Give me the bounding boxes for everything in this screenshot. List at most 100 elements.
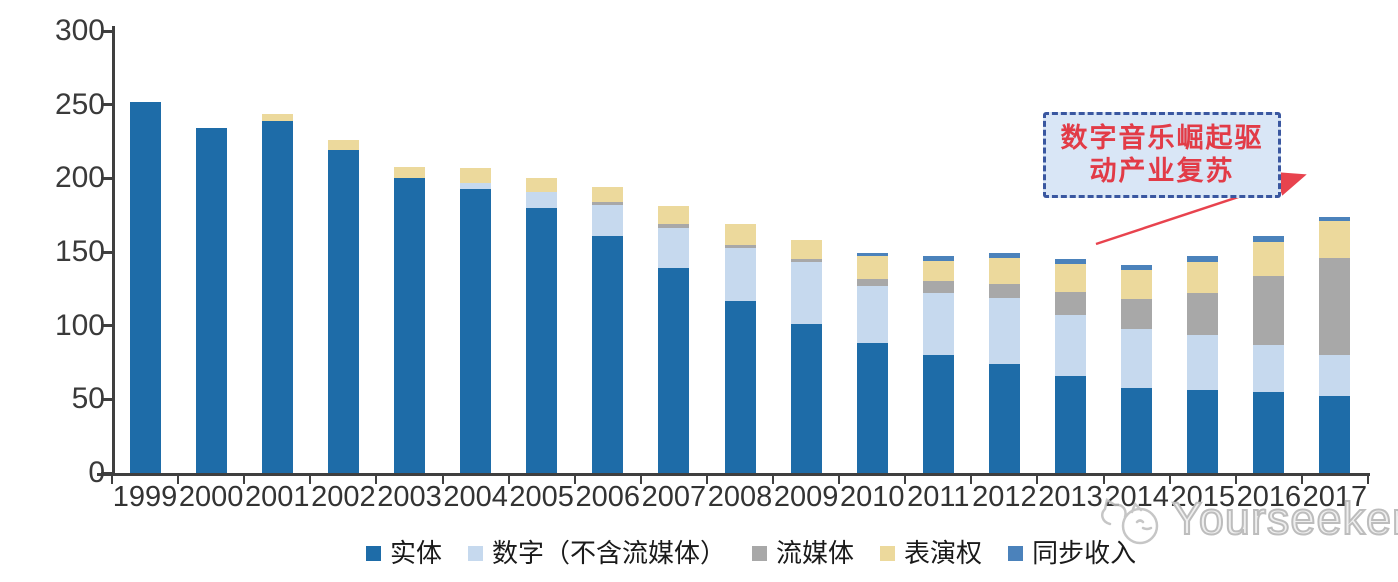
bar-segment-2010 [856, 343, 888, 473]
bar-segment-2007 [658, 268, 690, 473]
bar-segment-2008 [724, 244, 756, 248]
bar-segment-2001 [261, 120, 293, 473]
legend-item-sync: 同步收入 [1008, 538, 1136, 568]
annotation-text-line1: 数字音乐崛起驱 [1060, 123, 1264, 153]
bar-segment-2014 [1121, 265, 1153, 270]
bar-segment-2006 [592, 187, 624, 202]
bar-segment-2003 [393, 178, 425, 473]
bar-segment-2015 [1187, 256, 1219, 263]
bar-segment-1999 [129, 101, 161, 473]
bar-segment-2012 [988, 284, 1020, 298]
legend-item-digital: 数字（不含流媒体） [468, 538, 726, 568]
x-axis-tick [705, 476, 708, 484]
x-axis-line [97, 473, 1370, 476]
x-axis-label: 2001 [244, 481, 310, 513]
bar-segment-2017 [1319, 216, 1351, 222]
bar-segment-2007 [658, 206, 690, 224]
bar-segment-2012 [988, 363, 1020, 473]
legend-label: 实体 [390, 538, 443, 568]
legend-label: 数字（不含流媒体） [492, 538, 727, 568]
legend-label: 流媒体 [776, 538, 855, 568]
bar-segment-2014 [1121, 269, 1153, 300]
x-axis-tick [177, 476, 180, 484]
bar-segment-2008 [724, 300, 756, 473]
y-axis-tick [101, 250, 112, 254]
y-axis-tick-label: 50 [71, 382, 105, 416]
annotation-callout: 数字音乐崛起驱 动产业复苏 [1043, 112, 1281, 198]
x-axis-label: 2009 [773, 481, 839, 513]
y-axis-line [112, 26, 115, 476]
bar-segment-2004 [460, 188, 492, 473]
bar-segment-2012 [988, 253, 1020, 258]
x-axis-tick [1367, 476, 1369, 484]
legend-swatch-digital [468, 545, 484, 561]
bar-segment-2011 [922, 355, 954, 473]
x-axis-tick [573, 476, 576, 484]
legend-label: 同步收入 [1032, 538, 1137, 568]
y-axis-tick-label: 150 [54, 235, 105, 268]
legend-item-physical: 实体 [366, 538, 442, 568]
y-axis-tick-label: 200 [54, 161, 105, 195]
legend-item-streaming: 流媒体 [752, 538, 854, 568]
x-axis-label: 2002 [311, 481, 376, 513]
x-axis-tick [1102, 476, 1105, 484]
y-axis-tick [101, 176, 112, 180]
x-axis-tick [1036, 476, 1039, 484]
bar-segment-2003 [393, 166, 425, 179]
bar-segment-2009 [790, 262, 822, 325]
bar-segment-2002 [327, 150, 359, 473]
bar-segment-2015 [1187, 390, 1219, 473]
yourseeker-cat-logo-icon [1101, 498, 1159, 545]
bar-segment-2010 [856, 285, 888, 344]
x-axis-tick [441, 476, 444, 484]
y-axis-tick-label: 250 [54, 87, 105, 121]
bar-segment-2011 [922, 260, 954, 282]
x-axis-label: 2010 [839, 481, 905, 513]
bar-segment-2017 [1319, 396, 1351, 473]
x-axis-label: 2004 [443, 481, 508, 513]
x-axis-label: 2000 [178, 481, 244, 513]
x-axis-tick [507, 476, 510, 484]
x-axis-label: 2011 [907, 481, 970, 513]
x-axis-tick [904, 476, 907, 484]
bar-segment-2009 [790, 240, 822, 260]
bar-segment-2007 [658, 228, 690, 269]
x-axis-label: 2013 [1038, 481, 1103, 513]
y-axis-tick [101, 103, 112, 107]
x-axis-tick [309, 476, 312, 484]
bar-segment-2005 [526, 207, 558, 473]
bar-segment-2013 [1055, 375, 1087, 473]
bar-segment-2000 [195, 128, 227, 473]
x-axis-label: 2003 [377, 481, 442, 513]
bar-segment-2011 [922, 256, 954, 261]
x-axis-label: 2015 [1170, 481, 1235, 513]
y-axis-tick [101, 397, 112, 401]
legend-swatch-sync [1008, 545, 1024, 561]
bar-segment-2014 [1121, 299, 1153, 329]
bar-segment-2011 [922, 293, 954, 356]
bar-segment-2016 [1253, 275, 1285, 345]
bar-segment-2002 [327, 140, 359, 151]
bar-segment-2006 [592, 235, 624, 473]
bar-segment-2016 [1253, 241, 1285, 276]
bar-segment-2012 [988, 257, 1020, 285]
bar-segment-2017 [1319, 257, 1351, 356]
bar-segment-2007 [658, 224, 690, 229]
y-axis-tick-label: 300 [54, 14, 105, 47]
x-axis-tick [1300, 476, 1303, 484]
x-axis-tick [838, 476, 841, 484]
bar-segment-2013 [1055, 315, 1087, 376]
bar-segment-2004 [460, 168, 492, 183]
x-axis-tick [772, 476, 775, 484]
bar-segment-2013 [1055, 291, 1087, 316]
bar-segment-2013 [1055, 259, 1087, 264]
y-axis-tick [101, 324, 112, 328]
bar-segment-2014 [1121, 387, 1153, 473]
y-axis-tick [101, 29, 112, 33]
bar-segment-2009 [790, 259, 822, 263]
x-axis-label: 2008 [707, 481, 773, 513]
x-axis-label: 2016 [1236, 481, 1302, 513]
x-axis-label: 2006 [575, 481, 641, 513]
y-axis-tick-label: 100 [54, 308, 105, 342]
